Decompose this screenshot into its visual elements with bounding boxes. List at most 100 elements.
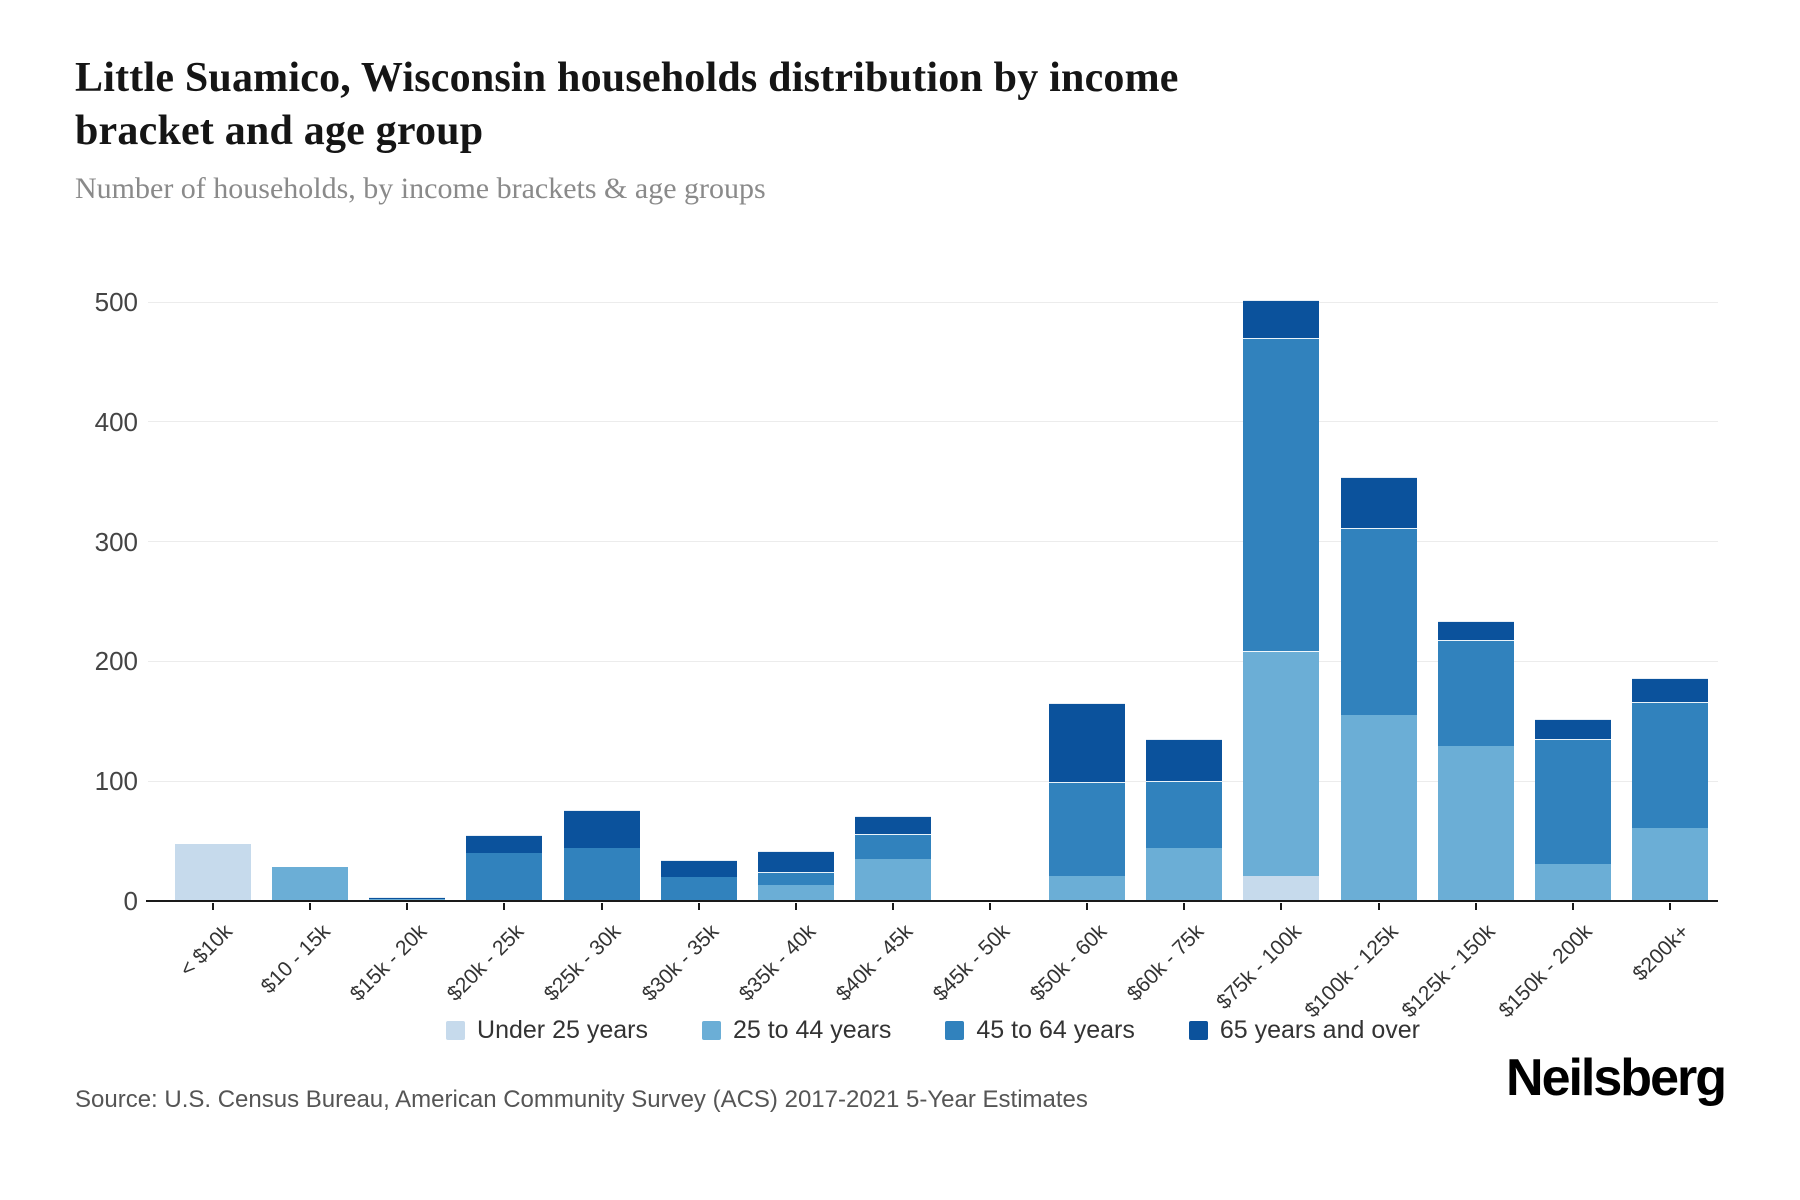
x-axis-label: $40k - 45k xyxy=(831,920,918,1006)
legend-item[interactable]: 25 to 44 years xyxy=(701,1015,892,1045)
bar-segment[interactable] xyxy=(1340,528,1417,716)
bar-segment[interactable] xyxy=(660,877,737,901)
bar-segment[interactable] xyxy=(369,898,446,901)
legend-label: 65 years and over xyxy=(1219,1015,1420,1044)
x-axis-tick xyxy=(1280,903,1283,910)
bar-segment[interactable] xyxy=(1340,715,1417,901)
x-axis-tick xyxy=(600,903,603,910)
bar-segment[interactable] xyxy=(1146,781,1223,849)
legend-label: 25 to 44 years xyxy=(732,1015,892,1044)
page-title-line2: bracket and age group xyxy=(75,108,484,154)
x-axis-label: $30k - 35k xyxy=(637,920,723,1006)
x-axis-label: $45k - 50k xyxy=(928,920,1015,1006)
gridline-300 xyxy=(148,541,1718,543)
bar-segment[interactable] xyxy=(757,885,834,901)
gridline-400 xyxy=(148,421,1718,423)
bar-segment[interactable] xyxy=(660,860,737,878)
bar-segment[interactable] xyxy=(1243,650,1320,876)
x-axis-tick xyxy=(406,903,409,910)
bar-segment[interactable] xyxy=(1243,299,1320,338)
bar-segment[interactable] xyxy=(1146,739,1223,782)
legend-swatch-icon xyxy=(1188,1020,1208,1040)
bar-segment[interactable] xyxy=(1631,827,1708,901)
y-axis-tick-label: 500 xyxy=(94,287,138,317)
x-axis-tick xyxy=(1086,903,1089,910)
gridline-200 xyxy=(148,660,1718,662)
legend-label: 45 to 64 years xyxy=(976,1015,1135,1044)
y-axis-tick-label: 400 xyxy=(94,406,138,437)
x-axis-tick xyxy=(697,903,700,910)
bar-segment[interactable] xyxy=(757,872,834,886)
bar-segment[interactable] xyxy=(854,815,931,834)
x-axis-tick xyxy=(794,903,797,910)
brand-logo: Neilsberg xyxy=(1506,1049,1727,1107)
bar-segment[interactable] xyxy=(1437,746,1514,901)
legend: Under 25 years 25 to 44 years 45 to 64 yea… xyxy=(66,1008,1800,1052)
x-axis-label: $60k - 75k xyxy=(1122,920,1209,1006)
x-axis-label: $200k+ xyxy=(1628,920,1695,986)
y-axis-tick-label: 0 xyxy=(123,886,138,916)
bar-segment[interactable] xyxy=(757,850,834,873)
bar-segment[interactable] xyxy=(175,843,251,901)
bar-segment[interactable] xyxy=(1340,476,1417,529)
bar-segment[interactable] xyxy=(466,835,543,854)
x-axis-label: $15k - 20k xyxy=(345,920,432,1006)
y-axis-tick-label: 200 xyxy=(94,646,138,677)
x-axis-tick xyxy=(309,903,312,910)
x-axis-label: $35k - 40k xyxy=(734,920,821,1006)
bar-segment[interactable] xyxy=(1437,639,1514,747)
bar-segment[interactable] xyxy=(1534,739,1611,864)
legend-item[interactable]: Under 25 years xyxy=(446,1016,648,1045)
bar-segment[interactable] xyxy=(369,897,446,899)
page-title-line1: Little Suamico, Wisconsin households dis… xyxy=(75,55,1179,101)
x-axis-tick xyxy=(503,903,506,910)
bar-segment[interactable] xyxy=(563,809,640,849)
bar-segment[interactable] xyxy=(1243,875,1320,901)
bar-segment[interactable] xyxy=(563,848,640,901)
x-axis-tick xyxy=(1474,903,1477,910)
y-axis-tick-label: 100 xyxy=(94,766,138,797)
x-axis-tick xyxy=(891,903,894,910)
x-axis-label: $50k - 60k xyxy=(1025,920,1112,1006)
bar-segment[interactable] xyxy=(1049,703,1126,783)
x-axis-tick xyxy=(1377,903,1380,910)
y-axis-tick-label: 300 xyxy=(94,526,138,557)
gridline-100 xyxy=(148,780,1718,782)
legend-item[interactable]: 45 to 64 years xyxy=(945,1015,1135,1045)
x-axis-label: < $10k xyxy=(175,920,238,982)
x-axis-label: $20k - 25k xyxy=(443,920,529,1006)
x-axis-tick xyxy=(1571,903,1574,910)
bar-segment[interactable] xyxy=(1243,337,1320,651)
bar-segment[interactable] xyxy=(466,853,543,901)
x-axis-label: $10 - 15k xyxy=(256,920,335,999)
legend-swatch-icon xyxy=(945,1020,965,1040)
x-axis-label: $75k - 100k xyxy=(1211,920,1306,1014)
x-axis-line xyxy=(146,900,1718,902)
source-note: Source: U.S. Census Bureau, American Com… xyxy=(75,1086,1088,1113)
x-axis-tick xyxy=(1183,903,1186,910)
legend-swatch-icon xyxy=(701,1020,721,1040)
bar-segment[interactable] xyxy=(1534,863,1611,901)
bar-segment[interactable] xyxy=(272,867,349,901)
page-title: Little Suamico, Wisconsin households dis… xyxy=(75,52,1475,158)
legend-label: Under 25 years xyxy=(477,1015,648,1044)
plot-area: 0 100 200 300 400 500 < $10k $10 - 15k $15k - 20… xyxy=(95,287,1718,1022)
bar-segment[interactable] xyxy=(1534,718,1611,740)
bar-segment[interactable] xyxy=(854,859,931,901)
page-subtitle: Number of households, by income brackets… xyxy=(75,172,766,205)
bar-segment[interactable] xyxy=(854,833,931,860)
bar-segment[interactable] xyxy=(1631,678,1708,703)
bar-segment[interactable] xyxy=(1631,702,1708,828)
x-axis-tick xyxy=(212,903,214,910)
bar-segment[interactable] xyxy=(1146,848,1223,901)
x-axis-tick xyxy=(1668,903,1671,910)
legend-swatch-icon xyxy=(446,1020,466,1040)
x-axis-tick xyxy=(989,903,992,910)
x-axis-label: $25k - 30k xyxy=(540,920,626,1006)
bar-segment[interactable] xyxy=(1049,875,1126,901)
bar-segment[interactable] xyxy=(1049,782,1126,876)
gridline-500 xyxy=(148,301,1718,303)
legend-item[interactable]: 65 years and over xyxy=(1188,1015,1420,1045)
bar-segment[interactable] xyxy=(1437,620,1514,640)
